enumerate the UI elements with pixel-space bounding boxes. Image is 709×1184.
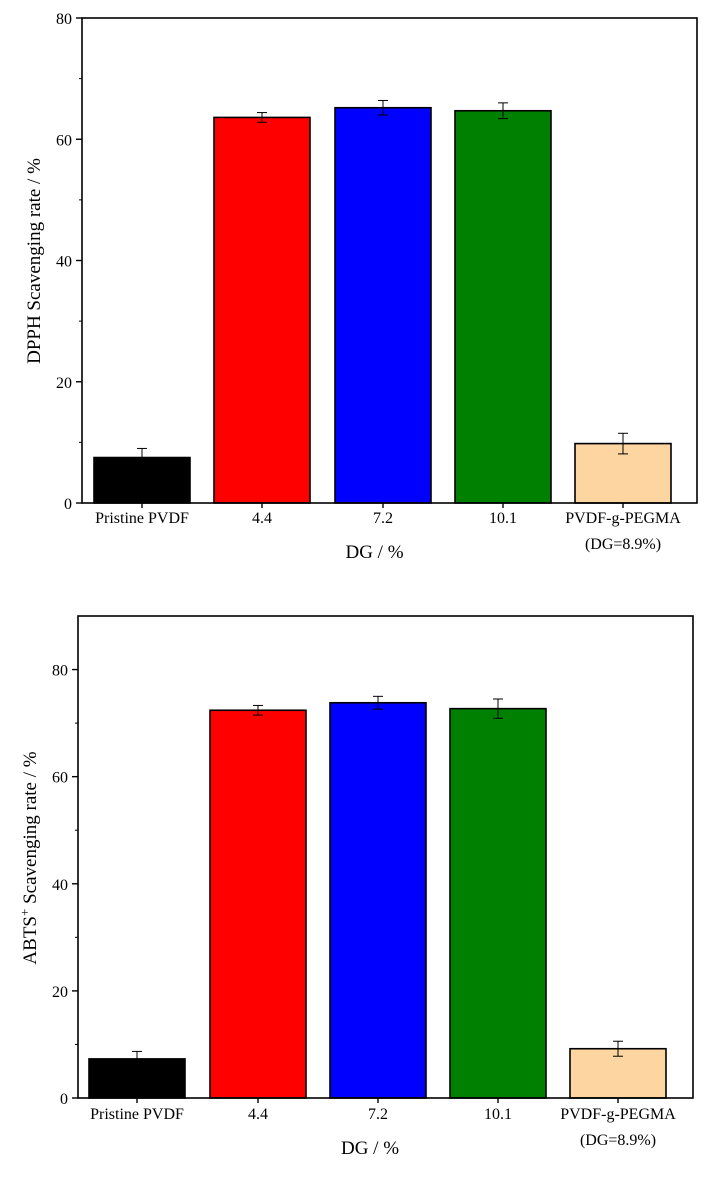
bar-5 [569, 1047, 667, 1099]
bar-3 [334, 106, 432, 504]
x-tick-label: Pristine PVDF [95, 510, 189, 527]
bar-4 [454, 109, 552, 504]
x-tick-label: 4.4 [248, 1106, 268, 1123]
x-tick-label: PVDF-g-PEGMA [560, 1106, 676, 1123]
x-tick-sublabel: (DG=8.9%) [585, 536, 661, 553]
error-bar-5 [618, 432, 628, 455]
bar-2 [209, 709, 307, 1099]
x-tick-label: 10.1 [484, 1106, 512, 1123]
x-tick-label: 4.4 [252, 510, 272, 527]
y-tick-label: 0 [64, 496, 72, 513]
error-bar-4 [498, 102, 508, 120]
error-bar-3 [373, 695, 383, 710]
x-tick-label: PVDF-g-PEGMA [565, 510, 681, 527]
y-tick-label: 20 [56, 375, 72, 392]
y-axis-label: DPPH Scavenging rate / % [24, 158, 45, 364]
bar-2 [213, 116, 311, 504]
error-bar-1 [132, 1050, 142, 1067]
y-tick-label: 80 [52, 663, 68, 680]
error-bar-2 [253, 704, 263, 716]
error-bar-4 [493, 698, 503, 719]
y-tick-label: 60 [52, 770, 68, 787]
chart-panel-2: 0 20 40 60 80 Pristine PVDF 4.4 7.2 10.1 PVDF-g-P… [17, 615, 694, 1159]
y-tick-label: 40 [56, 254, 72, 271]
x-tick-label: Pristine PVDF [90, 1106, 184, 1123]
plot-frame [77, 615, 694, 1099]
x-tick-label: 7.2 [368, 1106, 388, 1123]
y-tick-label: 80 [56, 11, 72, 28]
x-tick-sublabel: (DG=8.9%) [580, 1132, 656, 1149]
x-axis-label: DG / % [345, 542, 403, 563]
x-axis-label: DG / % [341, 1138, 399, 1159]
bar-4 [449, 707, 547, 1099]
y-axis-label: ABTS+ Scavenging rate / % [17, 751, 42, 964]
y-tick-label: 40 [52, 877, 68, 894]
error-bar-1 [137, 447, 147, 468]
chart-panel-1: 0 20 40 60 80 Pristine PVDF 4.4 7.2 10.1 PVDF-g-P… [24, 11, 698, 563]
x-tick-label: 10.1 [489, 510, 517, 527]
y-tick-label: 60 [56, 132, 72, 149]
bar-3 [329, 701, 427, 1099]
y-tick-label: 0 [60, 1091, 68, 1108]
y-tick-label: 20 [52, 984, 68, 1001]
error-bar-3 [378, 99, 388, 116]
error-bar-2 [257, 112, 267, 123]
error-bar-5 [613, 1040, 623, 1057]
x-tick-label: 7.2 [373, 510, 393, 527]
